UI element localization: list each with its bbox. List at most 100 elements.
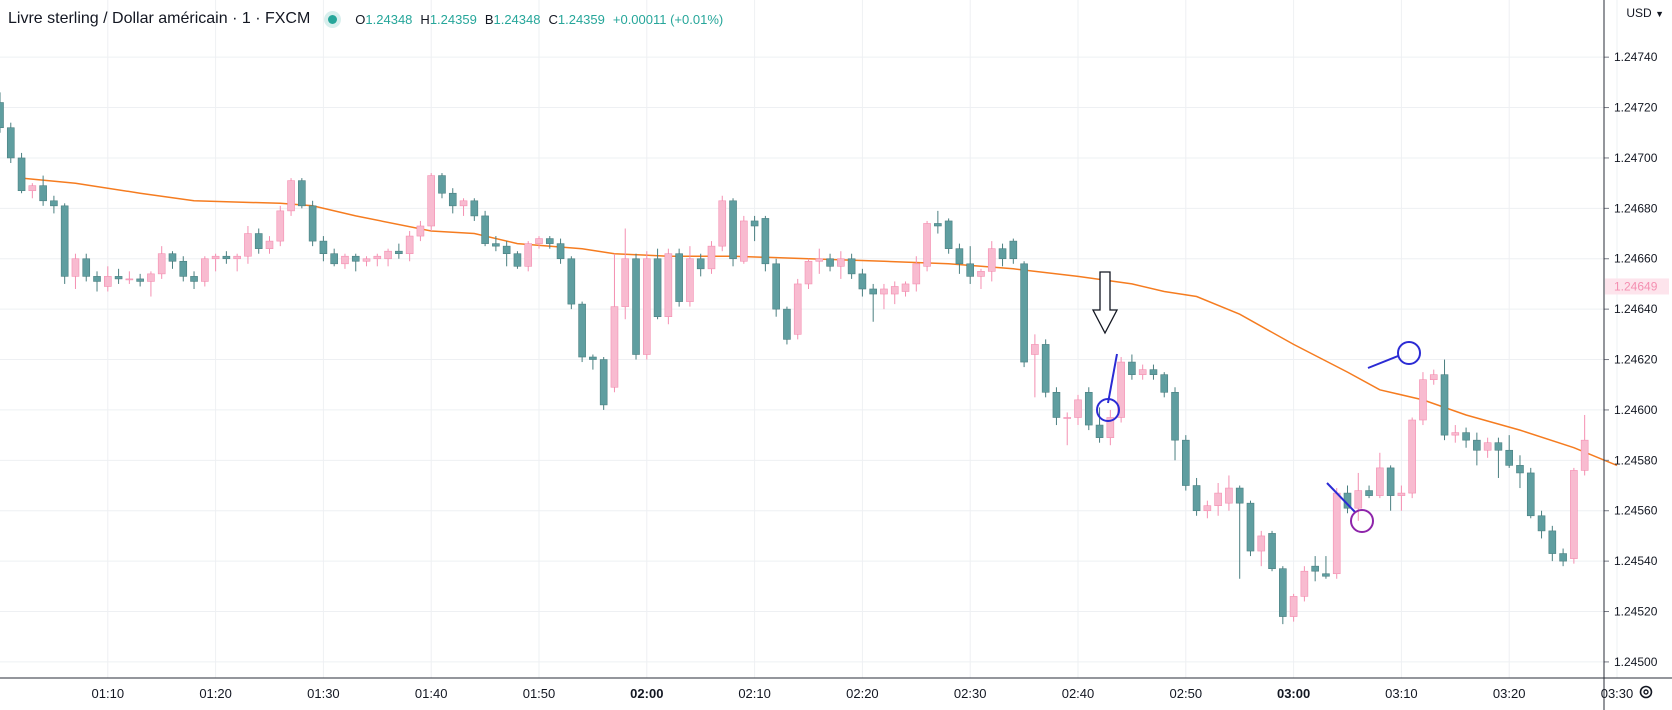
candle-body: [39, 185, 47, 202]
candle-body: [1074, 399, 1082, 418]
candle: [1376, 452, 1384, 499]
candle-body: [632, 258, 640, 355]
candle: [384, 248, 392, 267]
candle: [104, 266, 112, 292]
candle-body: [1041, 344, 1050, 393]
y-tick-label: 1.24500: [1614, 655, 1658, 669]
candle-body: [233, 255, 241, 260]
candle-body: [351, 255, 360, 262]
candle-body: [783, 308, 791, 340]
y-tick-label: 1.24560: [1614, 504, 1658, 518]
candle: [750, 215, 759, 242]
x-tick-label: 01:30: [307, 686, 340, 701]
candlestick-series: [0, 92, 1589, 625]
candle: [405, 231, 414, 262]
x-tick-label: 03:20: [1493, 686, 1526, 701]
candle-body: [1246, 502, 1255, 552]
candle-body: [1095, 424, 1104, 438]
bid-value: 1.24348: [493, 11, 541, 27]
candle: [6, 122, 15, 163]
candle: [869, 283, 877, 322]
candle: [1397, 485, 1406, 511]
candle-body: [373, 255, 382, 260]
symbol-title[interactable]: Livre sterling / Dollar américain · 1 · …: [8, 10, 311, 27]
candle-body: [675, 253, 683, 302]
candle-body: [1192, 485, 1201, 512]
candle-body: [0, 102, 4, 129]
candle: [1020, 261, 1028, 368]
candle: [1074, 394, 1082, 426]
candle-body: [298, 180, 306, 207]
candle: [276, 205, 285, 247]
candle-body: [1440, 374, 1449, 436]
trend-line-annotation: [1367, 355, 1399, 369]
candle: [1548, 525, 1557, 562]
candle: [1440, 359, 1449, 441]
candle: [858, 268, 867, 297]
candle-body: [1332, 492, 1341, 575]
candle-body: [955, 248, 964, 265]
market-status-dot[interactable]: [328, 14, 338, 24]
candle-body: [1214, 492, 1222, 506]
x-tick-label: 01:10: [92, 686, 125, 701]
legend-header: Livre sterling / Dollar américain · 1 · …: [8, 9, 731, 29]
y-tick-label: 1.24660: [1614, 252, 1658, 266]
candle: [1429, 369, 1438, 385]
candle: [664, 248, 673, 325]
candle-body: [1160, 374, 1169, 393]
candle: [944, 218, 953, 254]
time-axis[interactable]: 01:10 01:20 01:30 01:40 01:50 02:00 02:10 02:20…: [0, 677, 1672, 701]
candle: [545, 236, 554, 249]
candle-body: [1473, 439, 1481, 451]
candle: [244, 225, 252, 264]
candle-body: [125, 278, 134, 281]
candle: [222, 251, 231, 264]
candle: [1570, 467, 1578, 564]
candle-body: [1322, 573, 1330, 577]
candle-body: [1376, 467, 1384, 496]
candle-body: [944, 220, 953, 249]
y-tick-label: 1.24640: [1614, 302, 1658, 316]
candle: [362, 256, 371, 267]
candle-body: [718, 200, 727, 247]
candle: [524, 241, 533, 272]
candle-body: [556, 243, 565, 260]
candle: [459, 198, 468, 216]
candle: [190, 271, 198, 289]
open-value: 1.24348: [365, 11, 413, 27]
candle: [319, 236, 328, 262]
ma-path: [21, 177, 1618, 467]
drawing-annotations[interactable]: [1091, 271, 1421, 533]
circle-annotation: [1350, 509, 1374, 533]
candle: [1451, 425, 1460, 443]
candle-body: [265, 240, 274, 249]
currency-selector[interactable]: USD ▼: [1626, 6, 1664, 20]
candle: [330, 248, 338, 267]
candle: [578, 301, 586, 363]
candle-body: [858, 273, 867, 290]
candle: [987, 241, 996, 282]
candle-body: [330, 253, 338, 265]
candle-body: [1149, 369, 1158, 375]
trend-line-annotation: [1326, 482, 1356, 513]
candle: [1160, 372, 1169, 398]
candle: [1084, 387, 1093, 431]
candle-body: [1031, 344, 1039, 355]
candle-body: [254, 233, 263, 249]
candle-body: [740, 220, 748, 262]
candle: [535, 236, 543, 249]
candle: [912, 256, 921, 292]
candle: [1246, 500, 1255, 557]
candle-body: [815, 258, 824, 262]
price-axis[interactable]: 1.24740 1.24720 1.24700 1.24680 1.24660 1.246…: [1603, 0, 1669, 710]
candle-body: [1289, 596, 1298, 617]
candle-body: [1462, 432, 1470, 441]
candle: [1473, 432, 1481, 466]
candle-body: [82, 258, 91, 277]
settings-gear-icon[interactable]: [1638, 684, 1654, 700]
candle: [136, 273, 144, 287]
candle: [1332, 488, 1341, 579]
candle-body: [405, 235, 414, 255]
candle: [1537, 510, 1546, 539]
